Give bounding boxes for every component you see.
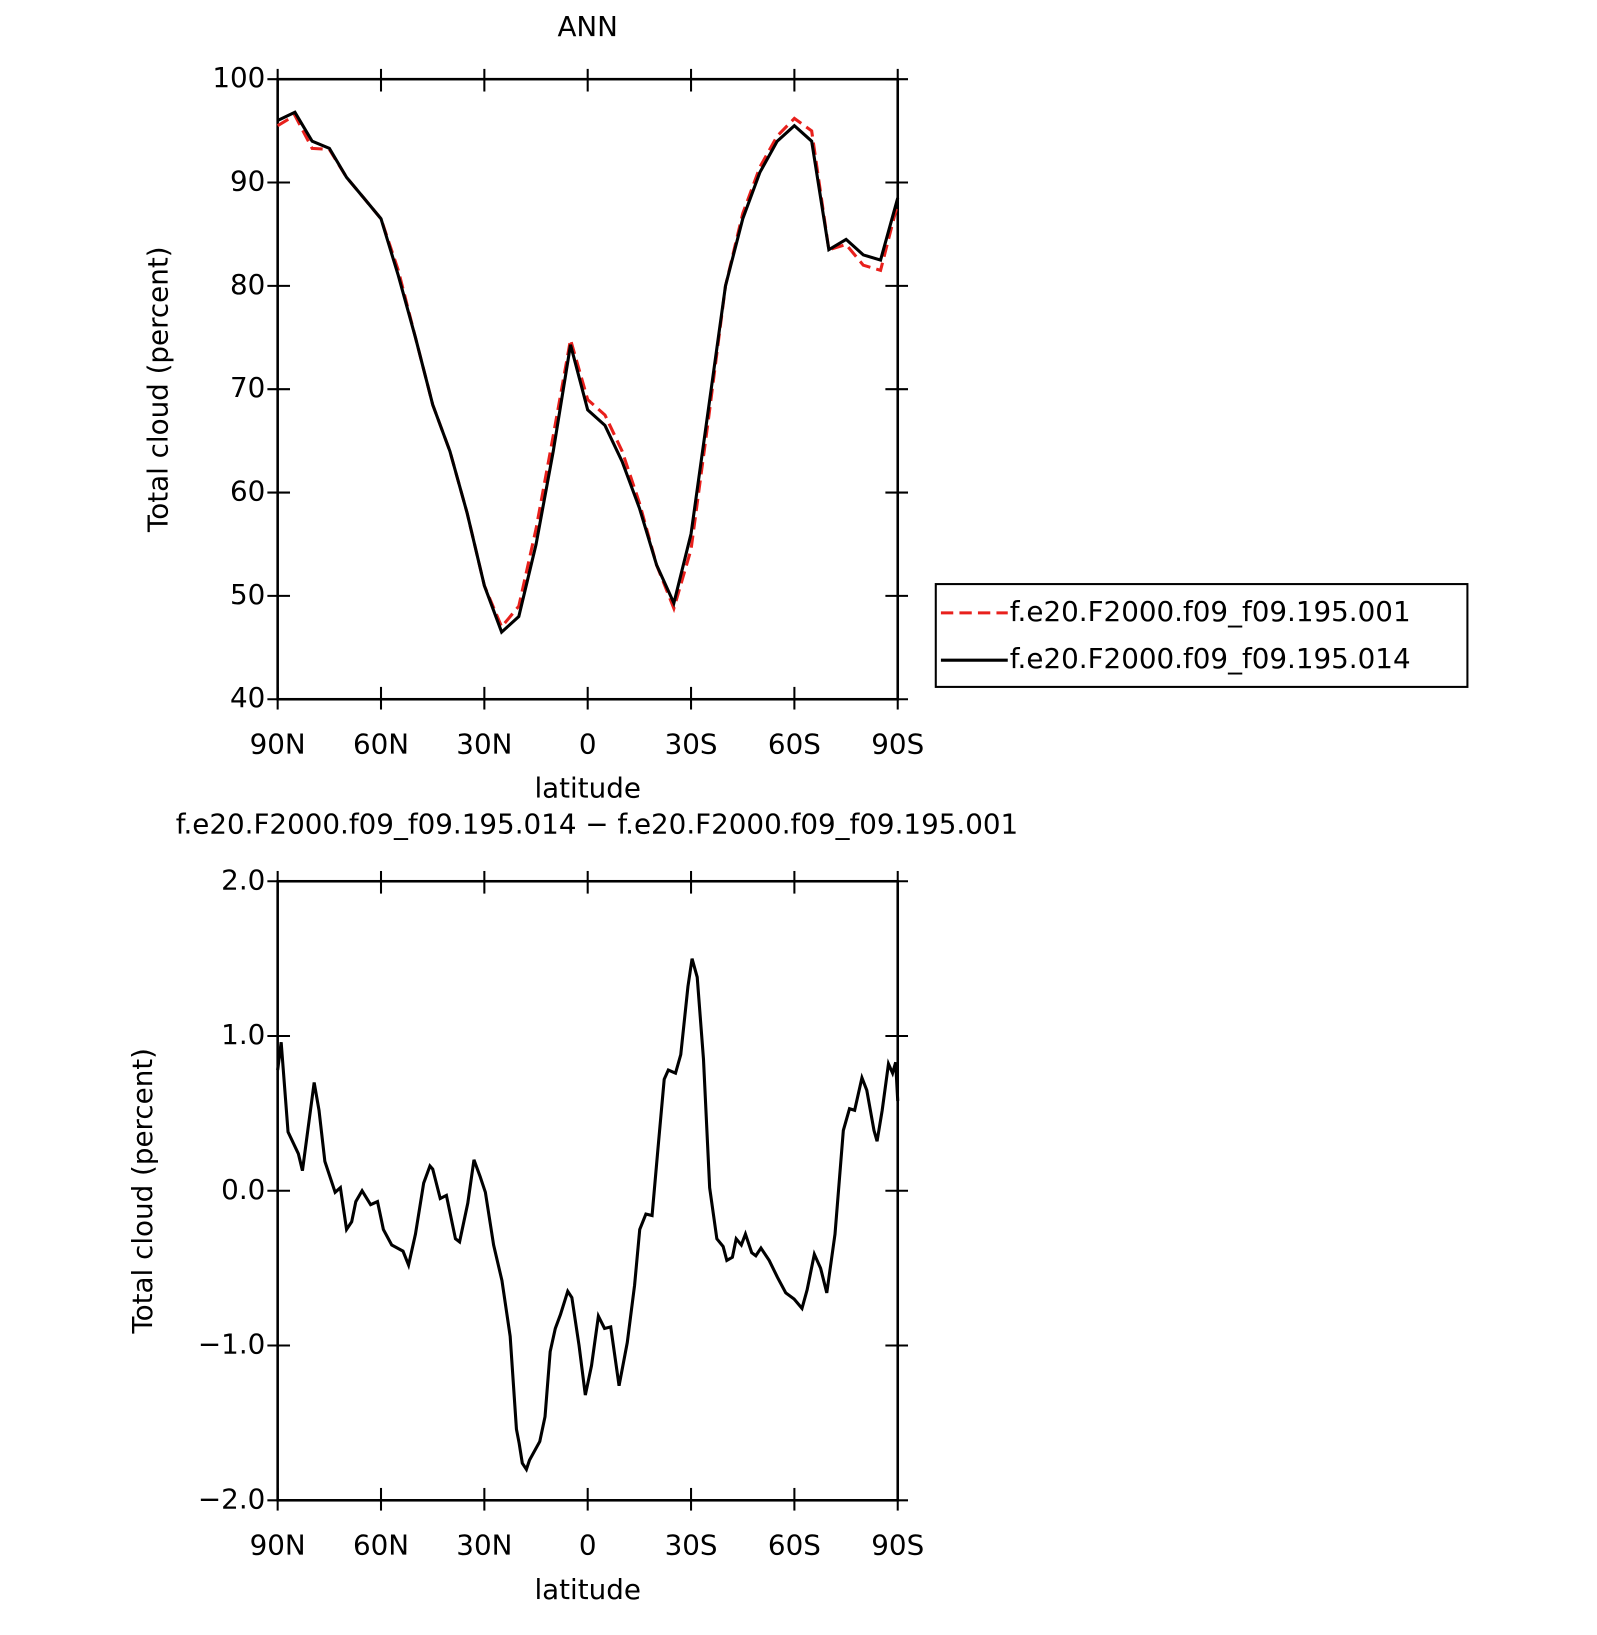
x-tick-label: 30S: [665, 728, 718, 761]
data-line: [277, 110, 900, 635]
y-tick-label: 50: [230, 578, 265, 611]
y-tick-label: 40: [230, 681, 265, 714]
y-tick-label: 70: [230, 371, 265, 404]
chart-title: ANN: [557, 10, 618, 43]
x-tick-label: 90N: [250, 728, 306, 761]
y-tick-label: 90: [230, 165, 265, 198]
chart-title: f.e20.F2000.f09_f09.195.014 − f.e20.F200…: [176, 808, 1018, 841]
y-tick-label: 80: [230, 268, 265, 301]
x-tick-label: 30N: [456, 1529, 512, 1562]
x-tick-label: 60S: [768, 1529, 821, 1562]
y-tick-label: −1.0: [198, 1328, 265, 1361]
y-tick-label: −2.0: [198, 1482, 265, 1515]
x-tick-label: 0: [579, 1529, 597, 1562]
x-tick-label: 90S: [871, 1529, 924, 1562]
x-tick-label: 60S: [768, 728, 821, 761]
legend-label: f.e20.F2000.f09_f09.195.001: [1010, 595, 1411, 628]
y-tick-label: 100: [212, 61, 265, 94]
data-line: [276, 113, 900, 630]
data-line: [276, 958, 900, 1473]
y-axis-label: Total cloud (percent): [141, 246, 174, 533]
y-tick-label: 1.0: [221, 1018, 265, 1051]
plot-frame: [276, 77, 900, 701]
x-tick-label: 60N: [353, 1529, 409, 1562]
x-tick-label: 30N: [456, 728, 512, 761]
x-tick-label: 90N: [250, 1529, 306, 1562]
x-axis-label: latitude: [534, 772, 640, 805]
x-tick-label: 90S: [871, 728, 924, 761]
legend-label: f.e20.F2000.f09_f09.195.014: [1010, 642, 1411, 675]
x-axis-label: latitude: [534, 1573, 640, 1606]
legend-box: [934, 583, 1469, 688]
y-axis-label: Total cloud (percent): [126, 1048, 159, 1335]
y-tick-label: 0.0: [221, 1173, 265, 1206]
y-tick-label: 2.0: [221, 863, 265, 896]
x-tick-label: 0: [579, 728, 597, 761]
y-tick-label: 60: [230, 475, 265, 508]
x-tick-label: 60N: [353, 728, 409, 761]
x-tick-label: 30S: [665, 1529, 718, 1562]
plot-frame: [276, 879, 900, 1502]
